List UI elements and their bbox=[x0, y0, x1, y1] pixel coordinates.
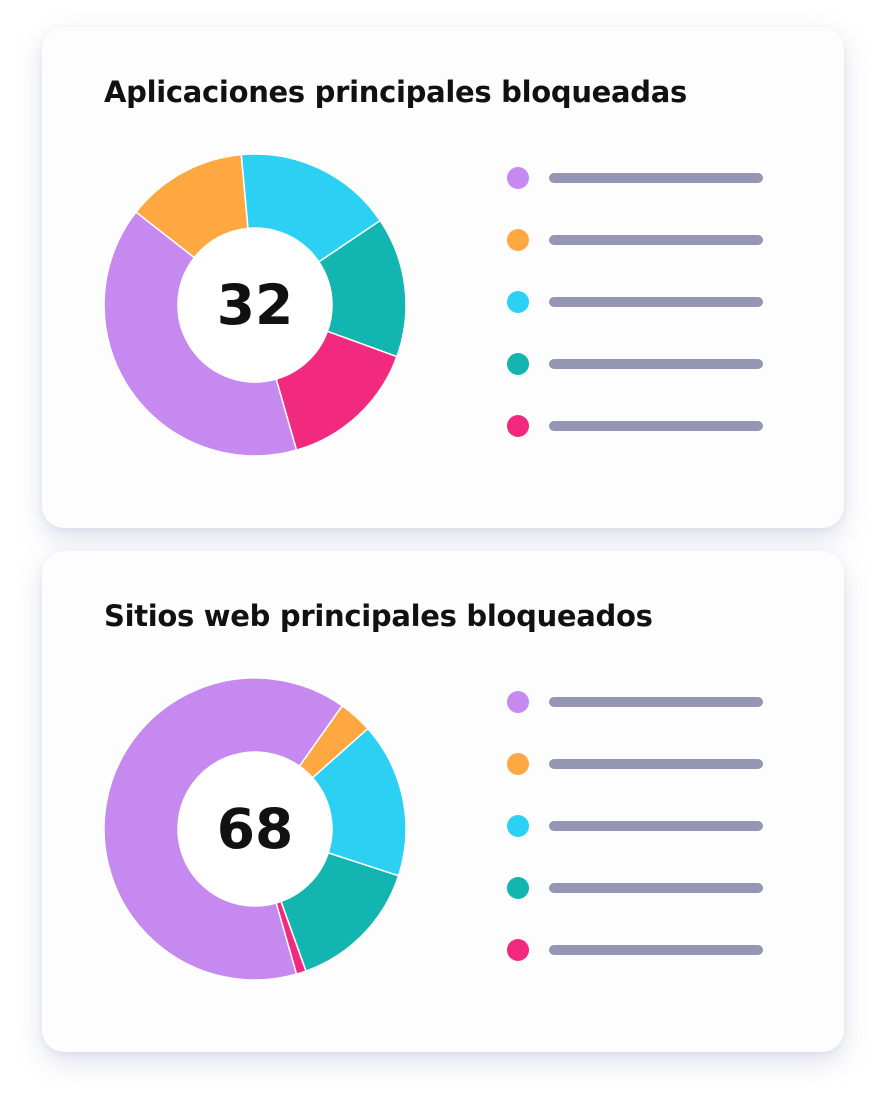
donut-center bbox=[178, 228, 332, 382]
legend-swatch bbox=[507, 691, 529, 713]
legend-label-placeholder bbox=[549, 173, 763, 183]
legend-label-placeholder bbox=[549, 697, 763, 707]
legend-item-4 bbox=[507, 352, 767, 376]
donut-slice-1 bbox=[103, 210, 298, 457]
legend bbox=[507, 166, 767, 476]
legend-label-placeholder bbox=[549, 235, 763, 245]
legend-label-placeholder bbox=[549, 421, 763, 431]
donut-slice-3 bbox=[311, 727, 407, 877]
legend-swatch bbox=[507, 877, 529, 899]
chart-title: Aplicaciones principales bloqueadas bbox=[104, 75, 687, 109]
legend-item-5 bbox=[507, 938, 767, 962]
legend-item-4 bbox=[507, 876, 767, 900]
donut-center bbox=[178, 752, 332, 906]
donut-slice-5 bbox=[275, 330, 398, 452]
legend-item-2 bbox=[507, 228, 767, 252]
chart-title: Sitios web principales bloqueados bbox=[104, 599, 653, 633]
legend-swatch bbox=[507, 753, 529, 775]
legend-swatch bbox=[507, 353, 529, 375]
legend-label-placeholder bbox=[549, 759, 763, 769]
legend-label-placeholder bbox=[549, 821, 763, 831]
legend-label-placeholder bbox=[549, 297, 763, 307]
legend-swatch bbox=[507, 291, 529, 313]
chart-card-apps: Aplicaciones principales bloqueadas 32 bbox=[42, 27, 844, 528]
center-value: 68 bbox=[217, 797, 294, 861]
legend-swatch bbox=[507, 167, 529, 189]
chart-card-websites: Sitios web principales bloqueados 68 bbox=[42, 551, 844, 1052]
donut-slice-1 bbox=[103, 677, 344, 981]
donut-chart-websites: 68 bbox=[103, 677, 407, 981]
center-value: 32 bbox=[217, 273, 294, 337]
legend-swatch bbox=[507, 939, 529, 961]
legend bbox=[507, 690, 767, 1000]
legend-swatch bbox=[507, 415, 529, 437]
legend-item-1 bbox=[507, 166, 767, 190]
legend-item-1 bbox=[507, 690, 767, 714]
legend-swatch bbox=[507, 815, 529, 837]
legend-item-3 bbox=[507, 290, 767, 314]
legend-label-placeholder bbox=[549, 359, 763, 369]
donut-slice-5 bbox=[275, 900, 307, 976]
legend-swatch bbox=[507, 229, 529, 251]
donut-chart-apps: 32 bbox=[103, 153, 407, 457]
legend-label-placeholder bbox=[549, 883, 763, 893]
legend-item-5 bbox=[507, 414, 767, 438]
legend-label-placeholder bbox=[549, 945, 763, 955]
legend-item-2 bbox=[507, 752, 767, 776]
legend-item-3 bbox=[507, 814, 767, 838]
